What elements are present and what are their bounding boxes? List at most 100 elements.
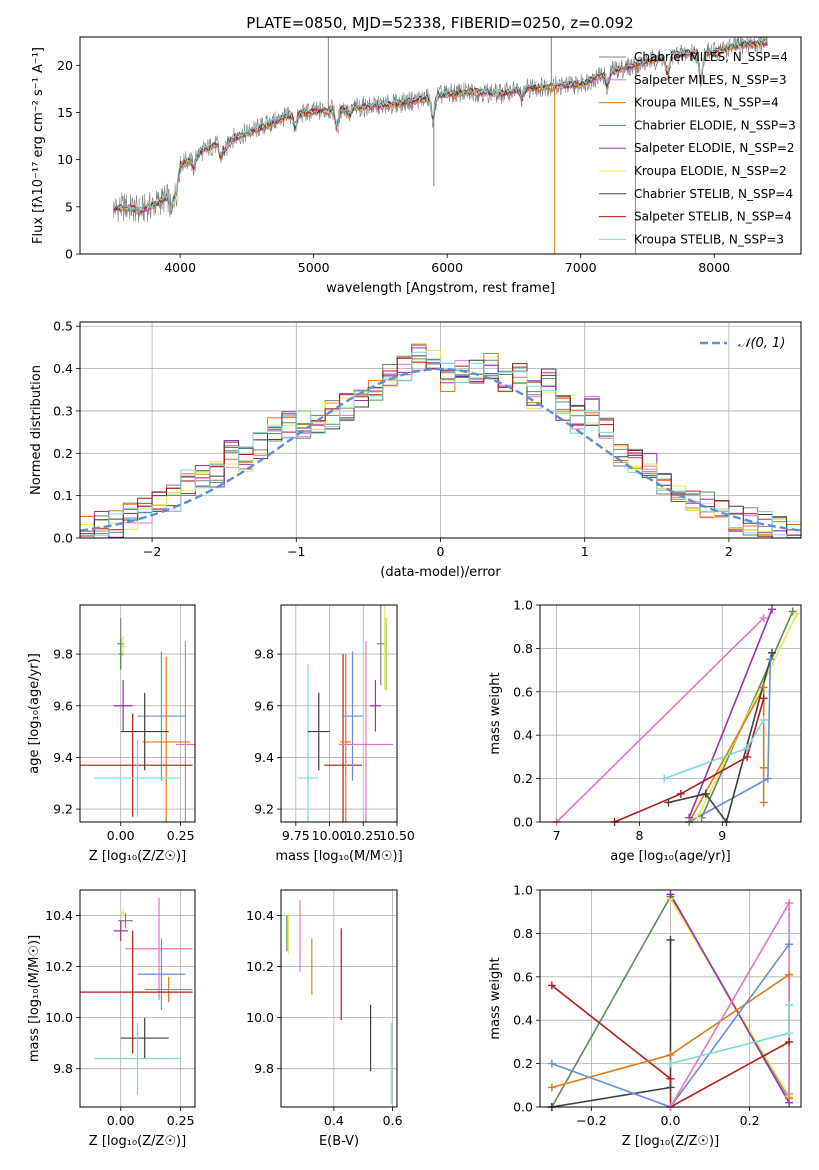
y-tick-label: 10.0	[246, 1010, 274, 1025]
x-tick-label: 7	[553, 828, 561, 843]
x-tick-label: 8	[635, 828, 643, 843]
x-tick-label: 0.6	[383, 1113, 403, 1128]
mass-weight-marker	[785, 899, 794, 908]
x-tick-label: 10.50	[379, 828, 415, 843]
plot-area-residuals	[80, 343, 801, 538]
axes-frame	[539, 604, 802, 823]
mass-weight-marker	[785, 1001, 794, 1010]
x-tick-label: 0.4	[324, 1113, 344, 1128]
y-tick-label: 0.8	[513, 641, 533, 656]
x-tick-label: 4000	[164, 260, 196, 275]
gaussian-curve	[80, 367, 801, 532]
y-tick-label: 5	[65, 199, 73, 214]
mass-weight-marker	[743, 752, 752, 761]
legend-entry: Salpeter MILES, N_SSP=3	[634, 73, 787, 87]
mass-weight-marker	[660, 774, 669, 783]
y-tick-label: 9.2	[254, 802, 274, 817]
mass-weight-line	[614, 698, 765, 822]
x-tick-label: 10.00	[312, 828, 348, 843]
mass-weight-marker	[701, 789, 710, 798]
x-axis-label: (data-model)/error	[380, 565, 501, 580]
y-axis-label: Flux [fλ10⁻¹⁷ erg cm⁻² s⁻¹ A⁻¹]	[31, 47, 46, 244]
x-tick-label: 0.0	[661, 1113, 681, 1128]
x-tick-label: 0.00	[107, 1113, 135, 1128]
mass-weight-marker	[759, 798, 768, 807]
mass-weight-line	[669, 893, 790, 1104]
y-tick-label: 0	[65, 247, 73, 262]
y-tick-label: 0.6	[513, 684, 533, 699]
legend-entry: 𝒩(0, 1)	[738, 336, 785, 351]
y-tick-label: 0.4	[53, 361, 73, 376]
panel-weight_vs_age: 7 8 9 0.0 0.2 0.4 0.6 0.8 1.0 age [log₁₀(age/yr)]…	[488, 598, 802, 864]
legend-entry: Kroupa MILES, N_SSP=4	[634, 96, 779, 110]
legend-entry: Salpeter STELIB, N_SSP=4	[634, 210, 792, 224]
mass-weight-marker	[666, 890, 675, 899]
x-tick-label: 10.25	[345, 828, 381, 843]
x-axis-label: mass [log₁₀(M/M☉)]	[275, 849, 402, 864]
mass-weight-line	[688, 609, 773, 818]
legend-entry: Chabrier STELIB, N_SSP=4	[634, 187, 793, 201]
mass-weight-marker	[763, 774, 772, 783]
x-tick-label: 0.25	[167, 1113, 195, 1128]
mass-weight-marker	[768, 648, 776, 657]
mass-weight-marker	[785, 1037, 794, 1046]
mass-weight-marker	[792, 609, 801, 618]
y-tick-label: 0.2	[513, 1056, 533, 1071]
x-axis-label: E(B-V)	[319, 1134, 359, 1149]
plot-area-age_vs_mass	[297, 605, 393, 822]
x-tick-label: 9	[718, 828, 726, 843]
y-tick-label: 9.8	[254, 647, 274, 662]
y-tick-label: 9.4	[53, 750, 73, 765]
y-tick-label: 9.8	[53, 647, 73, 662]
x-axis-label: age [log₁₀(age/yr)]	[610, 849, 731, 864]
y-tick-label: 10.4	[45, 908, 73, 923]
mass-weight-marker	[743, 744, 752, 753]
y-tick-label: 0.6	[513, 969, 533, 984]
y-tick-label: 1.0	[513, 598, 533, 613]
axes-frame	[79, 36, 802, 255]
legend-entry: Chabrier ELODIE, N_SSP=3	[634, 118, 796, 132]
x-tick-label: −1	[287, 544, 305, 559]
x-tick-label: 9.75	[282, 828, 310, 843]
mass-weight-marker	[785, 1089, 794, 1098]
y-tick-label: 9.8	[53, 1061, 73, 1076]
y-tick-label: 9.4	[254, 750, 274, 765]
y-axis-label: mass [log₁₀(M/M☉)]	[27, 935, 42, 1062]
legend-entry: Chabrier MILES, N_SSP=4	[634, 50, 788, 64]
mass-weight-marker	[766, 655, 775, 664]
legend-entry: Salpeter ELODIE, N_SSP=2	[634, 141, 795, 155]
panel-mass_vs_EBV: 0.4 0.6 9.8 10.0 10.2 10.4 E(B-V)	[246, 889, 403, 1149]
mass-weight-marker	[666, 1083, 675, 1092]
x-tick-label: 8000	[698, 260, 730, 275]
mass-weight-marker	[759, 694, 768, 703]
panel-age_vs_Z: 0.00 0.25 9.2 9.4 9.6 9.8 Z [log₁₀(Z/Z☉)] age […	[27, 604, 196, 864]
mass-weight-marker	[759, 614, 768, 623]
mass-weight-marker	[788, 607, 797, 616]
mass-weight-marker	[666, 935, 675, 944]
y-axis-label: mass weight	[488, 957, 503, 1039]
mass-weight-marker	[768, 605, 776, 614]
axes-frame	[79, 889, 196, 1108]
figure-title: PLATE=0850, MJD=52338, FIBERID=0250, z=0…	[246, 14, 633, 32]
mass-weight-marker	[664, 798, 673, 807]
plot-area-mass_vs_EBV	[286, 900, 392, 1105]
mass-weight-marker	[759, 716, 768, 725]
y-tick-label: 9.2	[53, 802, 73, 817]
y-tick-label: 0.5	[53, 319, 73, 334]
x-tick-label: −0.2	[576, 1113, 606, 1128]
y-tick-label: 0.2	[53, 446, 73, 461]
y-tick-label: 0.0	[513, 815, 533, 830]
y-tick-label: 20	[57, 58, 73, 73]
axes-frame	[280, 889, 398, 1108]
panel-spectrum: 4000 5000 6000 7000 8000 0 5 10 15 20 wavelength […	[31, 36, 802, 296]
y-tick-label: 0.0	[513, 1100, 533, 1115]
mass-weight-marker	[547, 1083, 556, 1092]
y-tick-label: 0.1	[53, 488, 73, 503]
x-tick-label: 7000	[565, 260, 597, 275]
mass-weight-marker	[785, 940, 794, 949]
mass-weight-marker	[759, 763, 768, 772]
mass-weight-line	[551, 943, 790, 1107]
panel-weight_vs_Z: −0.2 0.0 0.2 0.0 0.2 0.4 0.6 0.8 1.0 Z [log₁₀(Z/Z…	[488, 883, 802, 1149]
